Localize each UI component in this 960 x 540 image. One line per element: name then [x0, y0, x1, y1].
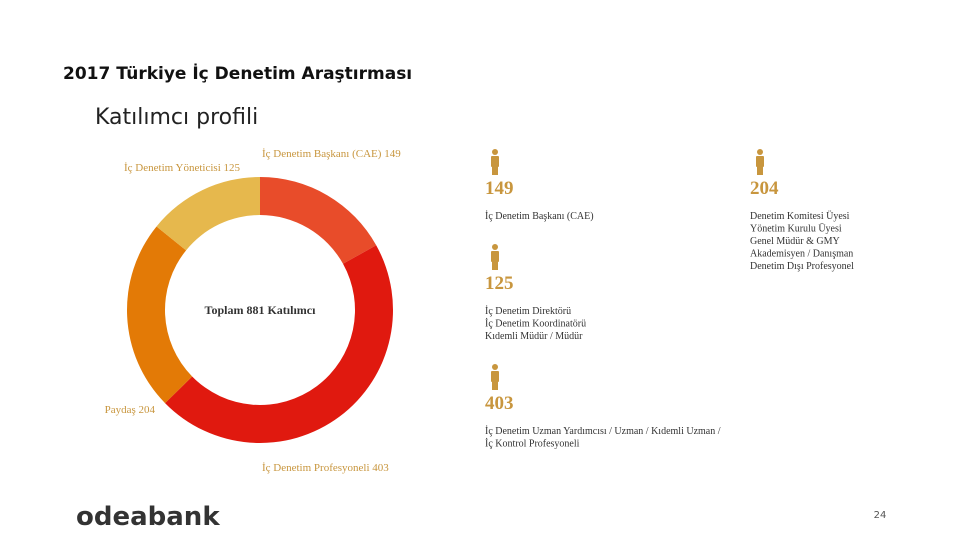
icon-body [491, 251, 499, 262]
segment-category: İç Denetim Yöneticisi [124, 162, 221, 174]
icon-body [491, 156, 499, 167]
profile-line: İç Denetim Başkanı (CAE) [485, 210, 594, 222]
segment-value: 204 [139, 404, 156, 416]
segment-category: Paydaş [105, 404, 136, 416]
profile-line: İç Denetim Koordinatörü [485, 318, 586, 330]
segment-label: Paydaş 204 [105, 404, 156, 416]
slide-title: 2017 Türkiye İç Denetim Araştırması [63, 62, 412, 84]
profile-number: 149 [485, 178, 514, 199]
segment-category: İç Denetim Profesyoneli [262, 462, 370, 474]
profile-line: Denetim Komitesi Üyesi [750, 210, 850, 222]
icon-legs [492, 166, 498, 175]
icon-body [491, 371, 499, 382]
icon-legs [492, 261, 498, 270]
profile-line: Kıdemli Müdür / Müdür [485, 331, 583, 342]
profile-line: Genel Müdür & GMY [750, 236, 840, 247]
page-number: 24 [874, 510, 887, 521]
profile-line: Akademisyen / Danışman [750, 249, 853, 260]
person-icon [756, 149, 764, 175]
segment-label: İç Denetim Yöneticisi 125 [124, 162, 240, 174]
slide-subtitle: Katılımcı profili [95, 105, 258, 130]
icon-head [492, 244, 498, 250]
donut-segment [165, 245, 393, 443]
donut-segment [260, 177, 377, 264]
donut-segment [126, 226, 193, 404]
icon-body [756, 156, 764, 167]
icon-head [492, 364, 498, 370]
segment-value: 149 [384, 148, 401, 160]
icon-legs [757, 166, 763, 175]
person-icon [491, 244, 499, 270]
segment-value: 125 [224, 162, 241, 174]
segment-category: İç Denetim Başkanı (CAE) [262, 148, 382, 160]
donut-segment [156, 177, 260, 251]
logo: odeabank [76, 502, 220, 532]
icon-legs [492, 381, 498, 390]
profile-line: Denetim Dışı Profesyonel [750, 261, 854, 272]
segment-value: 403 [372, 462, 389, 474]
person-icon [491, 364, 499, 390]
profile-line: İç Denetim Uzman Yardımcısı / Uzman / Kı… [485, 425, 721, 437]
profile-line: Yönetim Kurulu Üyesi [750, 223, 842, 235]
profile-number: 125 [485, 273, 514, 294]
profile-line: İç Kontrol Profesyoneli [485, 438, 580, 450]
profile-number: 204 [750, 178, 779, 199]
segment-label: İç Denetim Başkanı (CAE) 149 [262, 148, 401, 160]
center-label: Toplam 881 Katılımcı [205, 303, 317, 317]
icon-head [757, 149, 763, 155]
profile-number: 403 [485, 393, 514, 414]
icon-head [492, 149, 498, 155]
profile-line: İç Denetim Direktörü [485, 305, 571, 317]
person-icon [491, 149, 499, 175]
segment-label: İç Denetim Profesyoneli 403 [262, 462, 389, 474]
